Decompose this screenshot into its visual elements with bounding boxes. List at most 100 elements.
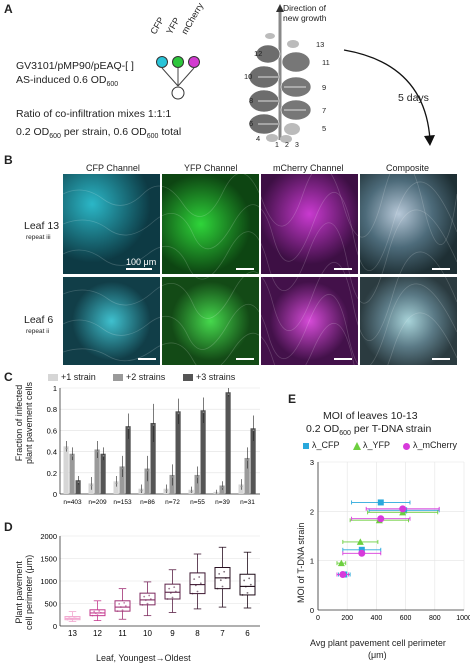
bar [69,453,75,494]
plant-diagram [248,4,312,143]
leaf-number-3: 3 [295,142,299,149]
data-point [196,476,199,478]
row-repeat-leaf-6: repeat ii [26,328,50,335]
x-tick-label: 200 [341,615,353,622]
x-tick-label: 10 [143,629,152,638]
panel-d-x-axis-label: Leaf, Youngest→Oldest [96,653,191,663]
data-point [224,577,227,579]
y-tick-label: 0 [310,606,314,615]
data-point [127,427,130,430]
legend-label-cfp: λ_CFP [312,440,340,450]
legend-swatch-2-strains [113,374,123,381]
leaf-number-13: 13 [316,40,325,49]
data-point [141,603,144,606]
data-point [221,585,224,588]
leaf-number-11: 11 [322,58,330,67]
data-point [146,602,149,605]
data-point [65,447,68,450]
n-label: n=209 [88,499,107,506]
bar [194,474,200,494]
od-line: 0.2 OD600 per strain, 0.6 OD600 total [16,126,182,141]
bar [213,491,219,494]
x-tick-label: 0 [316,615,320,622]
data-point [171,476,174,478]
leaf-number-2: 2 [285,142,289,149]
y-tick-label: 0 [53,622,57,631]
y-tick-label: 0.8 [47,405,57,414]
legend-marker-cfp [303,443,309,449]
data-point [94,612,97,615]
bar [244,457,250,494]
scale-bar-mcherry-13 [334,268,352,270]
data-point [240,485,243,488]
legend-swatch-1-strain [48,374,58,381]
column-header-mcherry: mCherry Channel [273,163,344,173]
yfp-label: YFP [164,15,182,36]
data-point [73,616,76,619]
data-point [199,582,202,585]
data-point-yfp [337,559,345,567]
cfp-label: CFP [148,15,166,36]
construct-line-1: GV3101/pMP90/pEAQ-[ ] [16,60,134,72]
cfp-dot [156,56,168,68]
data-point [152,424,155,426]
n-label: n=39 [215,499,230,506]
column-header-composite: Composite [386,163,430,173]
bar [100,453,106,494]
data-point [223,570,226,573]
data-point [96,614,99,616]
scatter-plot-moi: 0 1 2 3 0 200 400 600 800 1000 [310,458,470,622]
x-tick-label: 400 [371,615,383,622]
data-point [174,590,177,593]
row-repeat-leaf-13: repeat iii [26,234,51,241]
y-tick-label: 0.4 [47,448,57,457]
legend-marker-yfp [353,442,361,450]
curved-arrow [343,49,435,146]
data-point [71,454,74,457]
data-point [249,583,252,586]
y-tick-label: 0.6 [47,426,57,435]
bar [150,422,156,494]
data-point [173,586,176,589]
micrograph-mcherry-leaf-6 [261,277,358,365]
data-point [193,578,196,581]
data-point-yfp [356,538,364,545]
data-point [168,587,171,590]
panel-e-x-axis-label-line-1: Avg plant pavement cell perimeter [310,638,446,648]
bar [169,474,175,494]
mcherry-label: mCherry [179,1,206,36]
data-point [140,489,143,492]
leaf-number-9: 9 [322,83,327,92]
data-point [221,486,224,489]
bar [88,483,94,494]
x-tick-label: 9 [170,629,175,638]
panel-e-letter: E [288,392,297,406]
data-point [124,605,127,607]
data-point [119,606,122,608]
bar [144,468,150,494]
data-point [252,429,255,432]
leaf-number-6: 6 [249,119,254,128]
micrograph-mcherry-leaf-13 [261,174,358,274]
panel-c-y-axis-label: Fraction of infected plant pavement cells [14,381,34,464]
bar [250,428,256,494]
row-label-leaf-6: Leaf 6 [24,314,54,326]
data-point [74,617,77,620]
x-tick-label: 13 [68,629,77,638]
data-point [198,576,201,578]
data-point-mcherry [377,515,385,523]
data-point [246,459,249,461]
data-point [215,492,218,495]
data-point [69,617,72,620]
direction-line-1: Direction of [283,3,326,13]
data-point [77,481,80,484]
data-point [216,587,219,590]
x-tick-label: 12 [93,629,102,638]
data-point [190,490,193,493]
bar [219,485,225,494]
scale-bar-yfp-13 [236,268,254,270]
box [114,600,131,612]
y-tick-label: 1000 [40,577,57,586]
data-point [71,618,74,621]
leaf-number-5: 5 [322,124,327,133]
